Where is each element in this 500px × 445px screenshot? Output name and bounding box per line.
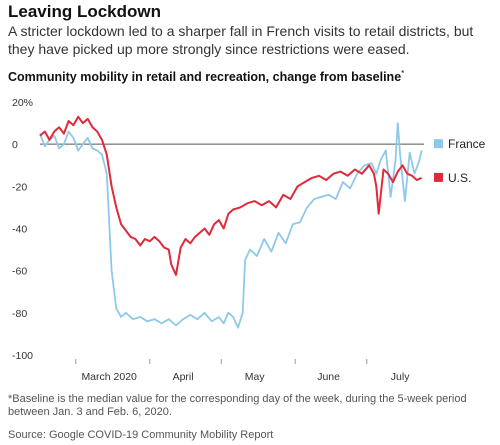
- x-tick-label: March 2020: [81, 371, 137, 383]
- x-axis: March 2020 April May June July: [75, 359, 410, 383]
- y-tick-label: -80: [12, 308, 27, 320]
- source-note: Source: Google COVID-19 Community Mobili…: [8, 429, 274, 441]
- page-subtitle: A stricter lockdown led to a sharper fal…: [8, 23, 474, 57]
- legend: France U.S.: [434, 137, 486, 185]
- y-tick-label: 20%: [12, 97, 33, 109]
- x-tick-label: April: [173, 371, 194, 383]
- x-tick-label: June: [317, 371, 340, 383]
- chart-title-marker: *: [401, 69, 405, 78]
- y-tick-label: -20: [12, 181, 27, 193]
- chart-title-text: Community mobility in retail and recreat…: [8, 70, 402, 85]
- x-tick-label: July: [391, 371, 410, 383]
- series-line-france: [39, 122, 423, 329]
- page-title: Leaving Lockdown: [8, 2, 162, 21]
- series-line-us: [39, 115, 423, 276]
- legend-swatch: [434, 172, 443, 182]
- y-tick-label: -40: [12, 224, 27, 236]
- y-tick-label: -60: [12, 266, 27, 278]
- legend-swatch: [434, 139, 443, 149]
- footnote: *Baseline is the median value for the co…: [8, 393, 467, 418]
- series-lines: [39, 115, 423, 329]
- y-tick-label: -100: [12, 350, 33, 362]
- legend-label: U.S.: [448, 171, 471, 185]
- x-tick-label: May: [245, 371, 266, 383]
- chart-title: Community mobility in retail and recreat…: [8, 69, 404, 84]
- legend-label: France: [448, 137, 486, 151]
- y-axis: 20% 0 -20 -40 -60 -80 -100: [12, 97, 33, 362]
- y-tick-label: 0: [12, 139, 18, 151]
